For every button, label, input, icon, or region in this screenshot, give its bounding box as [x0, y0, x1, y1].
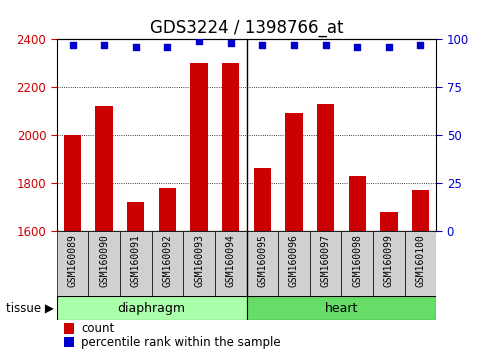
Text: GSM160089: GSM160089 — [68, 234, 77, 287]
Text: GSM160091: GSM160091 — [131, 234, 141, 287]
FancyBboxPatch shape — [246, 296, 436, 320]
Bar — [317, 104, 334, 231]
FancyBboxPatch shape — [120, 231, 152, 296]
Bar — [159, 188, 176, 231]
FancyBboxPatch shape — [278, 231, 310, 296]
Text: GSM160090: GSM160090 — [99, 234, 109, 287]
Point — [353, 44, 361, 50]
FancyBboxPatch shape — [246, 231, 278, 296]
Text: GSM160092: GSM160092 — [162, 234, 173, 287]
FancyBboxPatch shape — [88, 231, 120, 296]
Bar — [222, 63, 240, 231]
Text: GSM160095: GSM160095 — [257, 234, 267, 287]
Text: GSM160093: GSM160093 — [194, 234, 204, 287]
Text: percentile rank within the sample: percentile rank within the sample — [81, 336, 281, 349]
Text: GSM160094: GSM160094 — [226, 234, 236, 287]
Bar — [64, 135, 81, 231]
Bar — [96, 106, 113, 231]
FancyBboxPatch shape — [405, 231, 436, 296]
Text: count: count — [81, 322, 114, 335]
Text: GSM160100: GSM160100 — [416, 234, 425, 287]
Text: GSM160096: GSM160096 — [289, 234, 299, 287]
FancyBboxPatch shape — [310, 231, 341, 296]
Bar — [127, 202, 144, 231]
FancyBboxPatch shape — [57, 231, 88, 296]
Text: GSM160099: GSM160099 — [384, 234, 394, 287]
Text: diaphragm: diaphragm — [118, 302, 185, 315]
Bar — [380, 212, 397, 231]
FancyBboxPatch shape — [373, 231, 405, 296]
Point — [69, 42, 76, 47]
Bar — [412, 190, 429, 231]
Point — [258, 42, 266, 47]
Point — [417, 42, 424, 47]
FancyBboxPatch shape — [341, 231, 373, 296]
Point — [321, 42, 329, 47]
Point — [385, 44, 393, 50]
Point — [164, 44, 172, 50]
Point — [100, 42, 108, 47]
Bar — [253, 169, 271, 231]
Bar — [349, 176, 366, 231]
Text: GSM160097: GSM160097 — [320, 234, 331, 287]
Bar — [190, 63, 208, 231]
FancyBboxPatch shape — [57, 296, 246, 320]
Bar — [64, 337, 74, 348]
Point — [290, 42, 298, 47]
Point — [227, 40, 235, 46]
Point — [195, 38, 203, 44]
FancyBboxPatch shape — [183, 231, 215, 296]
Text: heart: heart — [325, 302, 358, 315]
Text: GDS3224 / 1398766_at: GDS3224 / 1398766_at — [150, 19, 343, 38]
Bar — [285, 113, 303, 231]
Bar — [64, 324, 74, 334]
Text: tissue ▶: tissue ▶ — [6, 302, 54, 315]
Point — [132, 44, 140, 50]
Text: GSM160098: GSM160098 — [352, 234, 362, 287]
FancyBboxPatch shape — [215, 231, 246, 296]
FancyBboxPatch shape — [152, 231, 183, 296]
